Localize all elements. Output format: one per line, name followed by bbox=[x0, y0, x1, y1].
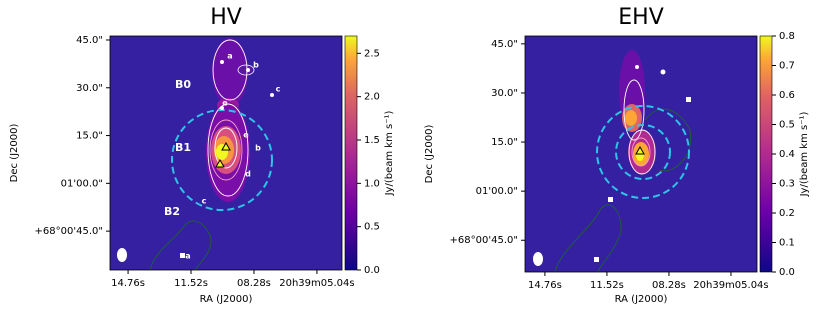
y-tick-label: 45.0" bbox=[76, 35, 103, 46]
x-axis-label: RA (J2000) bbox=[200, 294, 253, 305]
annotation: B2 bbox=[164, 205, 180, 218]
y-tick-label: 01'00.0" bbox=[476, 186, 518, 197]
colorbar bbox=[759, 35, 773, 273]
ehv-image bbox=[525, 36, 757, 272]
colorbar-tick-label: 0.8 bbox=[779, 31, 795, 42]
y-tick-label: 30.0" bbox=[76, 83, 103, 94]
annotation: e bbox=[243, 131, 249, 140]
plot-frame bbox=[109, 35, 343, 271]
x-tick-label: 14.76s bbox=[528, 280, 562, 291]
annotation: a bbox=[185, 252, 190, 261]
colorbar-tick-label: 0.1 bbox=[779, 238, 795, 249]
colorbar-label: Jy/(beam km s⁻¹) bbox=[384, 111, 395, 197]
colorbar-tick-label: 0.5 bbox=[364, 222, 380, 233]
y-tick-label: 15.0" bbox=[76, 131, 103, 142]
y-tick-label: 30.0" bbox=[491, 88, 518, 99]
annotation: B0 bbox=[175, 78, 191, 91]
x-tick-label: 14.76s bbox=[111, 278, 145, 289]
colorbar-tick-label: 0.0 bbox=[779, 267, 795, 278]
x-tick-label: 11.52s bbox=[174, 278, 208, 289]
x-tick-label: 20h39m05.04s bbox=[693, 280, 768, 291]
colorbar-tick-label: 2.5 bbox=[364, 48, 380, 59]
chart-title: EHV bbox=[618, 5, 664, 30]
colorbar-tick-label: 0.7 bbox=[779, 61, 795, 72]
colorbar-tick-label: 0.0 bbox=[364, 265, 380, 276]
x-axis-label: RA (J2000) bbox=[615, 294, 668, 305]
colorbar-tick-label: 0.5 bbox=[779, 120, 795, 131]
y-tick-label: +68°00'45.0" bbox=[450, 235, 518, 246]
y-tick-label: 45.0" bbox=[491, 39, 518, 50]
colorbar-tick-label: 0.2 bbox=[779, 208, 795, 219]
x-tick-label: 11.52s bbox=[590, 280, 624, 291]
colorbar bbox=[344, 35, 358, 271]
annotation: b bbox=[253, 61, 259, 70]
colorbar-tick-label: 1.0 bbox=[364, 178, 380, 189]
y-tick-label: +68°00'45.0" bbox=[35, 226, 103, 237]
plot-frame bbox=[524, 35, 758, 273]
annotation: d bbox=[245, 170, 251, 179]
colorbar-tick-label: 0.4 bbox=[779, 149, 795, 160]
annotation: B1 bbox=[175, 141, 191, 154]
y-axis-label: Dec (J2000) bbox=[9, 124, 20, 183]
y-tick-label: 01'00.0" bbox=[61, 178, 103, 189]
annotation: b bbox=[255, 144, 261, 153]
colorbar-tick-label: 0.3 bbox=[779, 179, 795, 190]
annotation: a bbox=[227, 52, 232, 61]
annotation: e bbox=[222, 99, 228, 108]
annotation: c bbox=[276, 85, 281, 94]
annotation: c bbox=[202, 197, 207, 206]
colorbar-tick-label: 0.6 bbox=[779, 90, 795, 101]
x-tick-label: 20h39m05.04s bbox=[279, 278, 354, 289]
x-tick-label: 08.28s bbox=[237, 278, 271, 289]
chart-title: HV bbox=[210, 5, 242, 30]
x-tick-label: 08.28s bbox=[652, 280, 686, 291]
colorbar-tick-label: 1.5 bbox=[364, 135, 380, 146]
y-axis-label: Dec (J2000) bbox=[424, 125, 435, 184]
colorbar-tick-label: 2.0 bbox=[364, 92, 380, 103]
y-tick-label: 15.0" bbox=[491, 137, 518, 148]
hv-image bbox=[110, 36, 342, 270]
colorbar-label: Jy/(beam km s⁻¹) bbox=[799, 112, 810, 198]
